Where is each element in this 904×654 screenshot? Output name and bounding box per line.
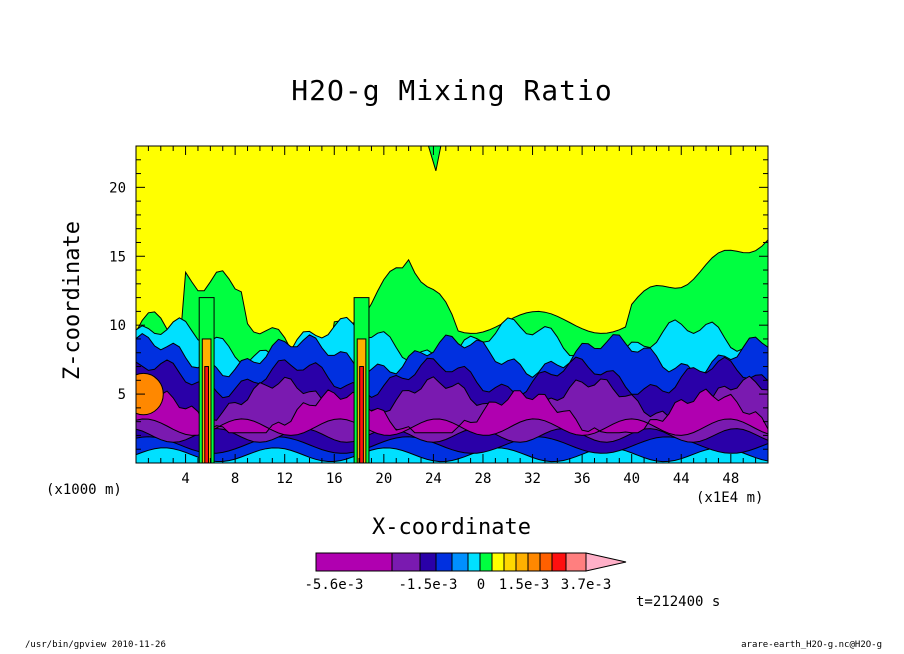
y-tick-label: 5 bbox=[118, 387, 126, 403]
colorbar-swatch bbox=[551, 552, 567, 572]
x-axis-label: X-coordinate bbox=[372, 515, 531, 540]
colorbar-swatch bbox=[419, 552, 437, 572]
colorbar-arrow bbox=[585, 552, 627, 572]
y-axis-label: Z-coordinate bbox=[60, 221, 85, 380]
x-tick-label: 48 bbox=[722, 471, 739, 487]
colorbar-label: 0 bbox=[477, 577, 485, 593]
colorbar-swatch bbox=[515, 552, 529, 572]
y-tick-label: 10 bbox=[109, 318, 126, 334]
column-x6 bbox=[198, 297, 215, 463]
x-tick-label: 20 bbox=[375, 471, 392, 487]
colorbar-swatch bbox=[391, 552, 421, 572]
colorbar-swatch bbox=[491, 552, 505, 572]
contour-field bbox=[136, 146, 768, 463]
colorbar-label: -1.5e-3 bbox=[398, 577, 457, 593]
colorbar-label: 3.7e-3 bbox=[561, 577, 612, 593]
x-tick-label: 16 bbox=[326, 471, 343, 487]
footer-right: arare-earth_H2O-g.nc@H2O-g bbox=[741, 640, 882, 650]
colorbar-label: 1.5e-3 bbox=[499, 577, 550, 593]
band-magenta bbox=[136, 388, 768, 436]
x-tick-label: 8 bbox=[231, 471, 239, 487]
colorbar-swatch bbox=[527, 552, 541, 572]
footer-left: /usr/bin/gpview 2010-11-26 bbox=[25, 640, 166, 650]
x-tick-label: 36 bbox=[574, 471, 591, 487]
x-tick-label: 32 bbox=[524, 471, 541, 487]
y-tick-label: 20 bbox=[109, 180, 126, 196]
green-tongue bbox=[427, 146, 442, 171]
y-axis-multiplier: (x1000 m) bbox=[46, 482, 122, 498]
x-axis-multiplier: (x1E4 m) bbox=[696, 490, 764, 506]
chart-title: H2O-g Mixing Ratio bbox=[291, 74, 613, 107]
column-x18 bbox=[353, 297, 370, 463]
y-tick-label: 15 bbox=[109, 249, 126, 265]
x-tick-label: 24 bbox=[425, 471, 442, 487]
x-tick-label: 40 bbox=[623, 471, 640, 487]
colorbar-swatch bbox=[503, 552, 517, 572]
x-tick-label: 28 bbox=[475, 471, 492, 487]
colorbar-swatch bbox=[479, 552, 493, 572]
colorbar-swatch bbox=[539, 552, 553, 572]
colorbar-swatch bbox=[467, 552, 481, 572]
orange-blob bbox=[136, 372, 164, 416]
x-tick-label: 44 bbox=[673, 471, 690, 487]
colorbar bbox=[315, 552, 627, 572]
x-tick-label: 12 bbox=[276, 471, 293, 487]
plot-frame bbox=[135, 145, 769, 464]
colorbar-swatch bbox=[451, 552, 469, 572]
x-tick-label: 4 bbox=[181, 471, 189, 487]
colorbar-label: -5.6e-3 bbox=[304, 577, 363, 593]
colorbar-swatch bbox=[435, 552, 453, 572]
colorbar-swatch bbox=[315, 552, 393, 572]
time-stamp: t=212400 s bbox=[636, 594, 721, 610]
colorbar-swatch bbox=[565, 552, 587, 572]
